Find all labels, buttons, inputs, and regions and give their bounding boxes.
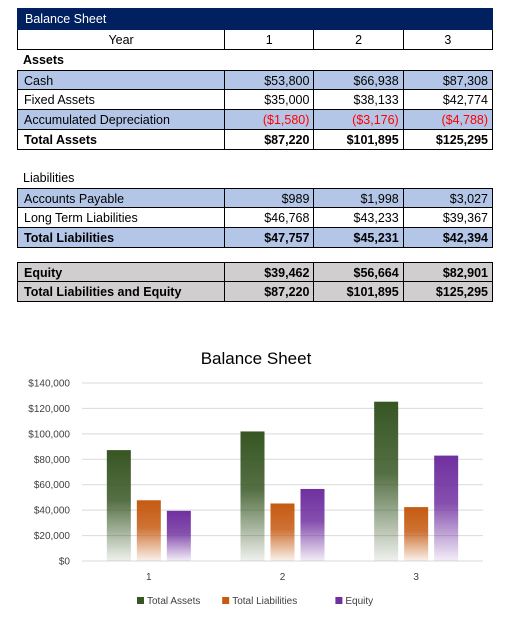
cell-value: $1,998 (313, 189, 402, 207)
chart-legend: Total Assets Total Liabilities Equity (137, 596, 373, 607)
legend-entry: Equity (345, 596, 373, 607)
year-header-label: Year (108, 33, 134, 47)
y-tick-label: $80,000 (34, 455, 71, 466)
cell-value: $3,027 (402, 189, 492, 207)
cell-value: $66,938 (313, 71, 402, 89)
spacer (17, 248, 493, 262)
table-row-accounts-payable: Accounts Payable $989 $1,998 $3,027 (17, 188, 493, 208)
cell-value-negative: ($3,176) (313, 110, 402, 129)
row-label: Accumulated Depreciation (24, 113, 170, 127)
bar-total-liabilities (270, 503, 295, 561)
chart-title: Balance Sheet (201, 349, 312, 368)
y-tick-label: $100,000 (28, 429, 70, 440)
cell-value: $101,895 (313, 282, 402, 301)
cell-value: $39,462 (224, 263, 313, 281)
cell-value: $53,800 (224, 71, 313, 89)
bar-total-assets (240, 431, 265, 561)
table-row-long-term-liabilities: Long Term Liabilities $46,768 $43,233 $3… (17, 208, 493, 228)
table-row-accumulated-depreciation: Accumulated Depreciation ($1,580) ($3,17… (17, 110, 493, 130)
legend-entry: Total Assets (147, 596, 200, 607)
cell-value: $82,901 (402, 263, 492, 281)
row-label: Equity (24, 266, 63, 280)
row-label: Total Assets (24, 133, 97, 147)
cell-value: $87,220 (224, 282, 313, 301)
bar-total-liabilities (404, 507, 429, 561)
y-tick-label: $20,000 (34, 531, 71, 542)
legend-entry: Total Liabilities (232, 596, 297, 607)
table-title: Balance Sheet (25, 12, 107, 26)
liabilities-section-label-row: Liabilities (17, 168, 493, 188)
cell-value: $45,231 (313, 228, 402, 247)
cell-value: $989 (224, 189, 313, 207)
table-row-total-liabilities: Total Liabilities $47,757 $45,231 $42,39… (17, 228, 493, 248)
cell-value: $42,774 (402, 90, 492, 109)
year-header-2: 2 (313, 30, 402, 49)
spacer (17, 150, 493, 168)
table-row-fixed-assets: Fixed Assets $35,000 $38,133 $42,774 (17, 90, 493, 110)
balance-sheet-table: Balance Sheet Year 1 2 3 Assets Cash $53… (17, 8, 493, 302)
cell-value: $39,367 (402, 208, 492, 227)
table-title-row: Balance Sheet (17, 8, 493, 30)
y-axis-tick-labels: $0 $20,000 $40,000 $60,000 $80,000 $100,000 $1… (28, 379, 70, 568)
x-tick-label: 2 (280, 572, 286, 583)
y-tick-label: $0 (59, 557, 71, 568)
cell-value: $125,295 (402, 282, 492, 301)
year-header-3: 3 (402, 30, 492, 49)
cell-value: $87,308 (402, 71, 492, 89)
cell-value: $38,133 (313, 90, 402, 109)
bar-total-assets (106, 450, 131, 561)
cell-value: $47,757 (224, 228, 313, 247)
table-row-cash: Cash $53,800 $66,938 $87,308 (17, 70, 493, 90)
row-label: Total Liabilities and Equity (24, 285, 182, 299)
cell-value: $42,394 (402, 228, 492, 247)
table-row-total-liabilities-and-equity: Total Liabilities and Equity $87,220 $10… (17, 282, 493, 302)
y-tick-label: $120,000 (28, 404, 70, 415)
bar-equity (434, 455, 459, 561)
bar-total-assets (374, 401, 399, 561)
liabilities-section-label: Liabilities (23, 171, 75, 185)
x-tick-label: 1 (146, 572, 152, 583)
row-label: Total Liabilities (24, 231, 115, 245)
bar-total-liabilities (136, 500, 161, 561)
year-header-row: Year 1 2 3 (17, 30, 493, 50)
chart-bars (106, 401, 459, 561)
y-tick-label: $60,000 (34, 480, 71, 491)
legend-swatch (137, 597, 144, 604)
cell-value-negative: ($1,580) (224, 110, 313, 129)
year-header-1: 1 (224, 30, 313, 49)
y-tick-label: $40,000 (34, 506, 71, 517)
legend-swatch (222, 597, 230, 604)
assets-section-label: Assets (23, 53, 64, 67)
table-row-total-assets: Total Assets $87,220 $101,895 $125,295 (17, 130, 493, 150)
bar-equity (300, 488, 325, 561)
balance-sheet-chart: Balance Sheet $0 $20,000 $40,000 $60,000 $80… (17, 338, 493, 628)
cell-value: $35,000 (224, 90, 313, 109)
cell-value-negative: ($4,788) (402, 110, 492, 129)
row-label: Accounts Payable (24, 192, 125, 206)
table-row-equity: Equity $39,462 $56,664 $82,901 (17, 262, 493, 282)
y-tick-label: $140,000 (28, 379, 70, 390)
cell-value: $87,220 (224, 130, 313, 149)
row-label: Cash (24, 74, 54, 88)
x-axis-tick-labels: 1 2 3 (146, 572, 419, 583)
assets-section-label-row: Assets (17, 50, 493, 70)
bar-equity (166, 510, 191, 561)
cell-value: $43,233 (313, 208, 402, 227)
cell-value: $125,295 (402, 130, 492, 149)
chart-canvas: Balance Sheet $0 $20,000 $40,000 $60,000 $80… (28, 349, 483, 607)
legend-swatch (335, 597, 343, 604)
cell-value: $56,664 (313, 263, 402, 281)
row-label: Long Term Liabilities (24, 211, 138, 225)
row-label: Fixed Assets (24, 93, 95, 107)
cell-value: $101,895 (313, 130, 402, 149)
cell-value: $46,768 (224, 208, 313, 227)
x-tick-label: 3 (413, 572, 419, 583)
